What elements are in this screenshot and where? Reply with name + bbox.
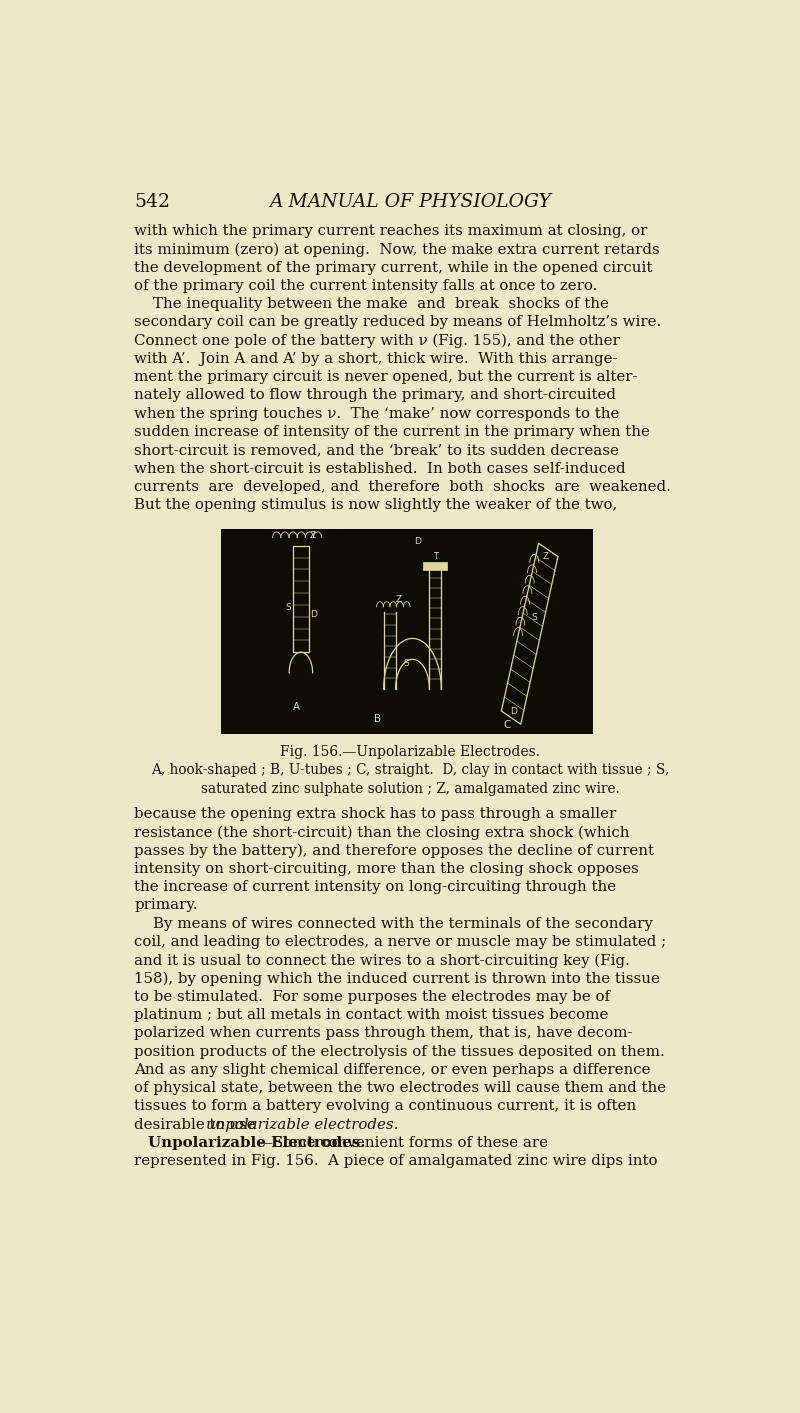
- Text: the development of the primary current, while in the opened circuit: the development of the primary current, …: [134, 260, 653, 274]
- Bar: [293, 545, 309, 653]
- Text: S: S: [286, 603, 291, 612]
- Text: D: D: [510, 706, 517, 716]
- Text: resistance (the short-circuit) than the closing extra shock (which: resistance (the short-circuit) than the …: [134, 825, 630, 839]
- Text: position products of the electrolysis of the tissues deposited on them.: position products of the electrolysis of…: [134, 1044, 665, 1058]
- Text: to be stimulated.  For some purposes the electrodes may be of: to be stimulated. For some purposes the …: [134, 989, 610, 1003]
- Text: B: B: [374, 714, 382, 723]
- Bar: [221, 530, 593, 733]
- Text: when the short-circuit is established.  In both cases self-induced: when the short-circuit is established. I…: [134, 462, 626, 476]
- Text: polarized when currents pass through them, that is, have decom-: polarized when currents pass through the…: [134, 1026, 633, 1040]
- Text: C: C: [503, 719, 510, 729]
- Text: D: D: [414, 537, 421, 545]
- Text: ment the primary circuit is never opened, but the current is alter-: ment the primary circuit is never opened…: [134, 370, 638, 384]
- Text: with A’.  Join A and A’ by a short, thick wire.  With this arrange-: with A’. Join A and A’ by a short, thick…: [134, 352, 618, 366]
- Text: Connect one pole of the battery with ν (Fig. 155), and the other: Connect one pole of the battery with ν (…: [134, 333, 620, 348]
- Text: A: A: [293, 701, 300, 712]
- Text: D: D: [310, 610, 317, 619]
- Text: unpolarizable electrodes.: unpolarizable electrodes.: [206, 1118, 398, 1132]
- Text: desirable to use: desirable to use: [134, 1118, 261, 1132]
- Text: And as any slight chemical difference, or even perhaps a difference: And as any slight chemical difference, o…: [134, 1063, 650, 1077]
- Text: represented in Fig. 156.  A piece of amalgamated zinc wire dips into: represented in Fig. 156. A piece of amal…: [134, 1154, 658, 1169]
- Text: primary.: primary.: [134, 899, 198, 913]
- Text: Z: Z: [310, 531, 315, 540]
- Text: and it is usual to connect the wires to a short-circuiting key (Fig.: and it is usual to connect the wires to …: [134, 954, 630, 968]
- Text: of the primary coil the current intensity falls at once to zero.: of the primary coil the current intensit…: [134, 278, 598, 292]
- Text: Z: Z: [396, 595, 402, 603]
- Text: S: S: [532, 612, 538, 622]
- Text: sudden increase of intensity of the current in the primary when the: sudden increase of intensity of the curr…: [134, 425, 650, 439]
- Text: tissues to form a battery evolving a continuous current, it is often: tissues to form a battery evolving a con…: [134, 1099, 636, 1113]
- Bar: [423, 562, 447, 571]
- Text: saturated zinc sulphate solution ; Z, amalgamated zinc wire.: saturated zinc sulphate solution ; Z, am…: [201, 781, 619, 796]
- Text: coil, and leading to electrodes, a nerve or muscle may be stimulated ;: coil, and leading to electrodes, a nerve…: [134, 935, 666, 950]
- Text: T: T: [433, 552, 438, 561]
- Text: 158), by opening which the induced current is thrown into the tissue: 158), by opening which the induced curre…: [134, 971, 660, 986]
- Text: —Some convenient forms of these are: —Some convenient forms of these are: [258, 1136, 548, 1150]
- Text: platinum ; but all metals in contact with moist tissues become: platinum ; but all metals in contact wit…: [134, 1007, 609, 1022]
- Text: currents  are  developed, and  therefore  both  shocks  are  weakened.: currents are developed, and therefore bo…: [134, 480, 671, 495]
- Text: passes by the battery), and therefore opposes the decline of current: passes by the battery), and therefore op…: [134, 844, 654, 858]
- Text: because the opening extra shock has to pass through a smaller: because the opening extra shock has to p…: [134, 807, 616, 821]
- Text: By means of wires connected with the terminals of the secondary: By means of wires connected with the ter…: [134, 917, 653, 931]
- Text: A MANUAL OF PHYSIOLOGY: A MANUAL OF PHYSIOLOGY: [269, 194, 551, 212]
- Text: But the opening stimulus is now slightly the weaker of the two,: But the opening stimulus is now slightly…: [134, 499, 618, 512]
- Text: when the spring touches ν.  The ‘make’ now corresponds to the: when the spring touches ν. The ‘make’ no…: [134, 407, 619, 421]
- Text: 542: 542: [134, 194, 170, 212]
- Text: Fig. 156.—Unpolarizable Electrodes.: Fig. 156.—Unpolarizable Electrodes.: [280, 745, 540, 759]
- Text: of physical state, between the two electrodes will cause them and the: of physical state, between the two elect…: [134, 1081, 666, 1095]
- Text: Z: Z: [543, 551, 549, 561]
- Text: the increase of current intensity on long-circuiting through the: the increase of current intensity on lon…: [134, 880, 616, 894]
- Text: intensity on short-circuiting, more than the closing shock opposes: intensity on short-circuiting, more than…: [134, 862, 639, 876]
- Text: A, hook-shaped ; B, U-tubes ; C, straight.  D, clay in contact with tissue ; S,: A, hook-shaped ; B, U-tubes ; C, straigh…: [151, 763, 669, 777]
- Text: nately allowed to flow through the primary, and short-circuited: nately allowed to flow through the prima…: [134, 389, 616, 403]
- Text: Unpolarizable Electrodes.: Unpolarizable Electrodes.: [148, 1136, 366, 1150]
- Text: secondary coil can be greatly reduced by means of Helmholtz’s wire.: secondary coil can be greatly reduced by…: [134, 315, 662, 329]
- Text: The inequality between the make  and  break  shocks of the: The inequality between the make and brea…: [134, 297, 609, 311]
- Text: short-circuit is removed, and the ‘break’ to its sudden decrease: short-circuit is removed, and the ‘break…: [134, 444, 619, 458]
- Text: S: S: [404, 660, 410, 668]
- Text: its minimum (zero) at opening.  Now, the make extra current retards: its minimum (zero) at opening. Now, the …: [134, 242, 660, 257]
- Text: with which the primary current reaches its maximum at closing, or: with which the primary current reaches i…: [134, 223, 647, 237]
